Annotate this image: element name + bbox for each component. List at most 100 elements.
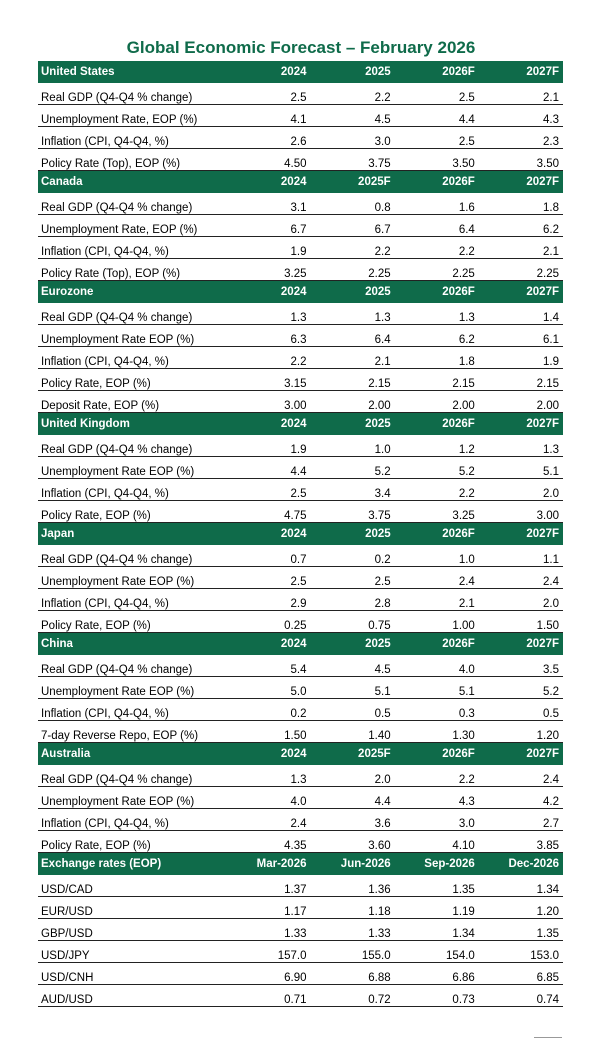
- row-label: Real GDP (Q4-Q4 % change): [38, 302, 227, 325]
- table-cell: 6.4: [394, 214, 479, 237]
- table-cell: 2.00: [394, 390, 479, 413]
- table-cell: 6.2: [394, 324, 479, 347]
- row-label: Unemployment Rate, EOP (%): [38, 214, 227, 237]
- column-header: Sep-2026: [394, 852, 479, 875]
- table-cell: 1.0: [310, 434, 395, 457]
- table-cell: 2.8: [310, 588, 395, 611]
- table-cell: 2.2: [310, 82, 395, 105]
- table-cell: 6.90: [226, 962, 311, 985]
- column-header: 2027F: [478, 522, 563, 545]
- table-row: Inflation (CPI, Q4-Q4, %) 2.9 2.8 2.1 2.0: [38, 588, 563, 611]
- table-cell: 2.5: [394, 82, 479, 105]
- table-cell: 2.0: [478, 588, 563, 611]
- table-cell: 1.50: [478, 610, 563, 633]
- table-cell: 2.1: [394, 588, 479, 611]
- column-header: 2026F: [394, 280, 479, 303]
- section-header-japan: Japan 2024 2025 2026F 2027F: [38, 522, 563, 545]
- row-label: Policy Rate, EOP (%): [38, 368, 227, 391]
- table-cell: 1.37: [226, 874, 311, 897]
- table-cell: 1.50: [226, 720, 311, 743]
- table-cell: 2.1: [310, 346, 395, 369]
- table-cell: 2.0: [310, 764, 395, 787]
- table-cell: 3.50: [394, 148, 479, 171]
- table-row: Inflation (CPI, Q4-Q4, %) 2.2 2.1 1.8 1.9: [38, 346, 563, 369]
- table-row: Real GDP (Q4-Q4 % change) 2.5 2.2 2.5 2.1: [38, 82, 563, 105]
- table-cell: 1.35: [478, 918, 563, 941]
- column-header: 2025: [310, 61, 395, 83]
- table-cell: 5.0: [226, 676, 311, 699]
- row-label: Unemployment Rate, EOP (%): [38, 104, 227, 127]
- table-cell: 4.50: [226, 148, 311, 171]
- table-cell: 3.25: [394, 500, 479, 523]
- column-header: 2025: [310, 522, 395, 545]
- table-cell: 1.33: [226, 918, 311, 941]
- table-row: USD/CAD 1.37 1.36 1.35 1.34: [38, 874, 563, 897]
- table-row: Real GDP (Q4-Q4 % change) 1.3 2.0 2.2 2.4: [38, 764, 563, 787]
- row-label: USD/JPY: [38, 940, 227, 963]
- section-header-exchange-rates-eop: Exchange rates (EOP) Mar-2026 Jun-2026 Sep-…: [38, 852, 563, 875]
- table-cell: 1.2: [394, 434, 479, 457]
- column-header: 2024: [226, 412, 311, 435]
- table-cell: 1.4: [478, 302, 563, 325]
- table-cell: 2.5: [310, 566, 395, 589]
- table-row: Inflation (CPI, Q4-Q4, %) 0.2 0.5 0.3 0.5: [38, 698, 563, 721]
- table-row: Policy Rate, EOP (%) 3.15 2.15 2.15 2.15: [38, 368, 563, 391]
- table-row: USD/JPY 157.0 155.0 154.0 153.0: [38, 940, 563, 963]
- table-cell: 0.7: [226, 544, 311, 567]
- table-row: Unemployment Rate EOP (%) 4.0 4.4 4.3 4.2: [38, 786, 563, 809]
- row-label: Inflation (CPI, Q4-Q4, %): [38, 236, 227, 259]
- table-cell: 5.4: [226, 654, 311, 677]
- table-cell: 3.50: [478, 148, 563, 171]
- table-cell: 1.6: [394, 192, 479, 215]
- column-header: 2027F: [478, 280, 563, 303]
- table-row: Real GDP (Q4-Q4 % change) 5.4 4.5 4.0 3.5: [38, 654, 563, 677]
- column-header: 2025F: [310, 170, 395, 193]
- table-cell: 4.35: [226, 830, 311, 853]
- table-cell: 4.2: [478, 786, 563, 809]
- column-header: 2024: [226, 280, 311, 303]
- table-row: GBP/USD 1.33 1.33 1.34 1.35: [38, 918, 563, 941]
- row-label: Policy Rate (Top), EOP (%): [38, 258, 227, 281]
- table-row: Inflation (CPI, Q4-Q4, %) 2.5 3.4 2.2 2.0: [38, 478, 563, 501]
- table-cell: 3.1: [226, 192, 311, 215]
- table-cell: 6.2: [478, 214, 563, 237]
- table-row: Policy Rate, EOP (%) 0.25 0.75 1.00 1.50: [38, 610, 563, 633]
- column-header: 2025: [310, 632, 395, 655]
- table-row: Unemployment Rate, EOP (%) 6.7 6.7 6.4 6.2: [38, 214, 563, 237]
- table-cell: 2.15: [394, 368, 479, 391]
- table-cell: 5.2: [310, 456, 395, 479]
- table-cell: 1.8: [478, 192, 563, 215]
- row-label: Inflation (CPI, Q4-Q4, %): [38, 698, 227, 721]
- corner-mark: [534, 1037, 562, 1038]
- column-header: 2025: [310, 280, 395, 303]
- table-cell: 2.1: [478, 82, 563, 105]
- table-cell: 4.75: [226, 500, 311, 523]
- row-label: USD/CNH: [38, 962, 227, 985]
- table-cell: 1.34: [394, 918, 479, 941]
- row-label: GBP/USD: [38, 918, 227, 941]
- table-cell: 1.34: [478, 874, 563, 897]
- column-header: 2027F: [478, 412, 563, 435]
- row-label: Unemployment Rate EOP (%): [38, 786, 227, 809]
- table-cell: 2.1: [478, 236, 563, 259]
- table-cell: 1.9: [226, 236, 311, 259]
- table-cell: 0.25: [226, 610, 311, 633]
- column-header: 2024: [226, 522, 311, 545]
- table-cell: 1.35: [394, 874, 479, 897]
- table-cell: 5.1: [310, 676, 395, 699]
- table-cell: 1.3: [226, 764, 311, 787]
- table-cell: 1.18: [310, 896, 395, 919]
- row-label: Unemployment Rate EOP (%): [38, 566, 227, 589]
- table-cell: 5.2: [478, 676, 563, 699]
- section-title: United Kingdom: [38, 412, 227, 435]
- column-header: 2024: [226, 61, 311, 83]
- table-cell: 2.15: [478, 368, 563, 391]
- section-header-china: China 2024 2025 2026F 2027F: [38, 632, 563, 655]
- row-label: Real GDP (Q4-Q4 % change): [38, 82, 227, 105]
- row-label: EUR/USD: [38, 896, 227, 919]
- page-title: Global Economic Forecast – February 2026: [126, 38, 476, 57]
- table-cell: 6.1: [478, 324, 563, 347]
- table-cell: 0.5: [478, 698, 563, 721]
- table-cell: 2.5: [226, 566, 311, 589]
- table-cell: 3.0: [310, 126, 395, 149]
